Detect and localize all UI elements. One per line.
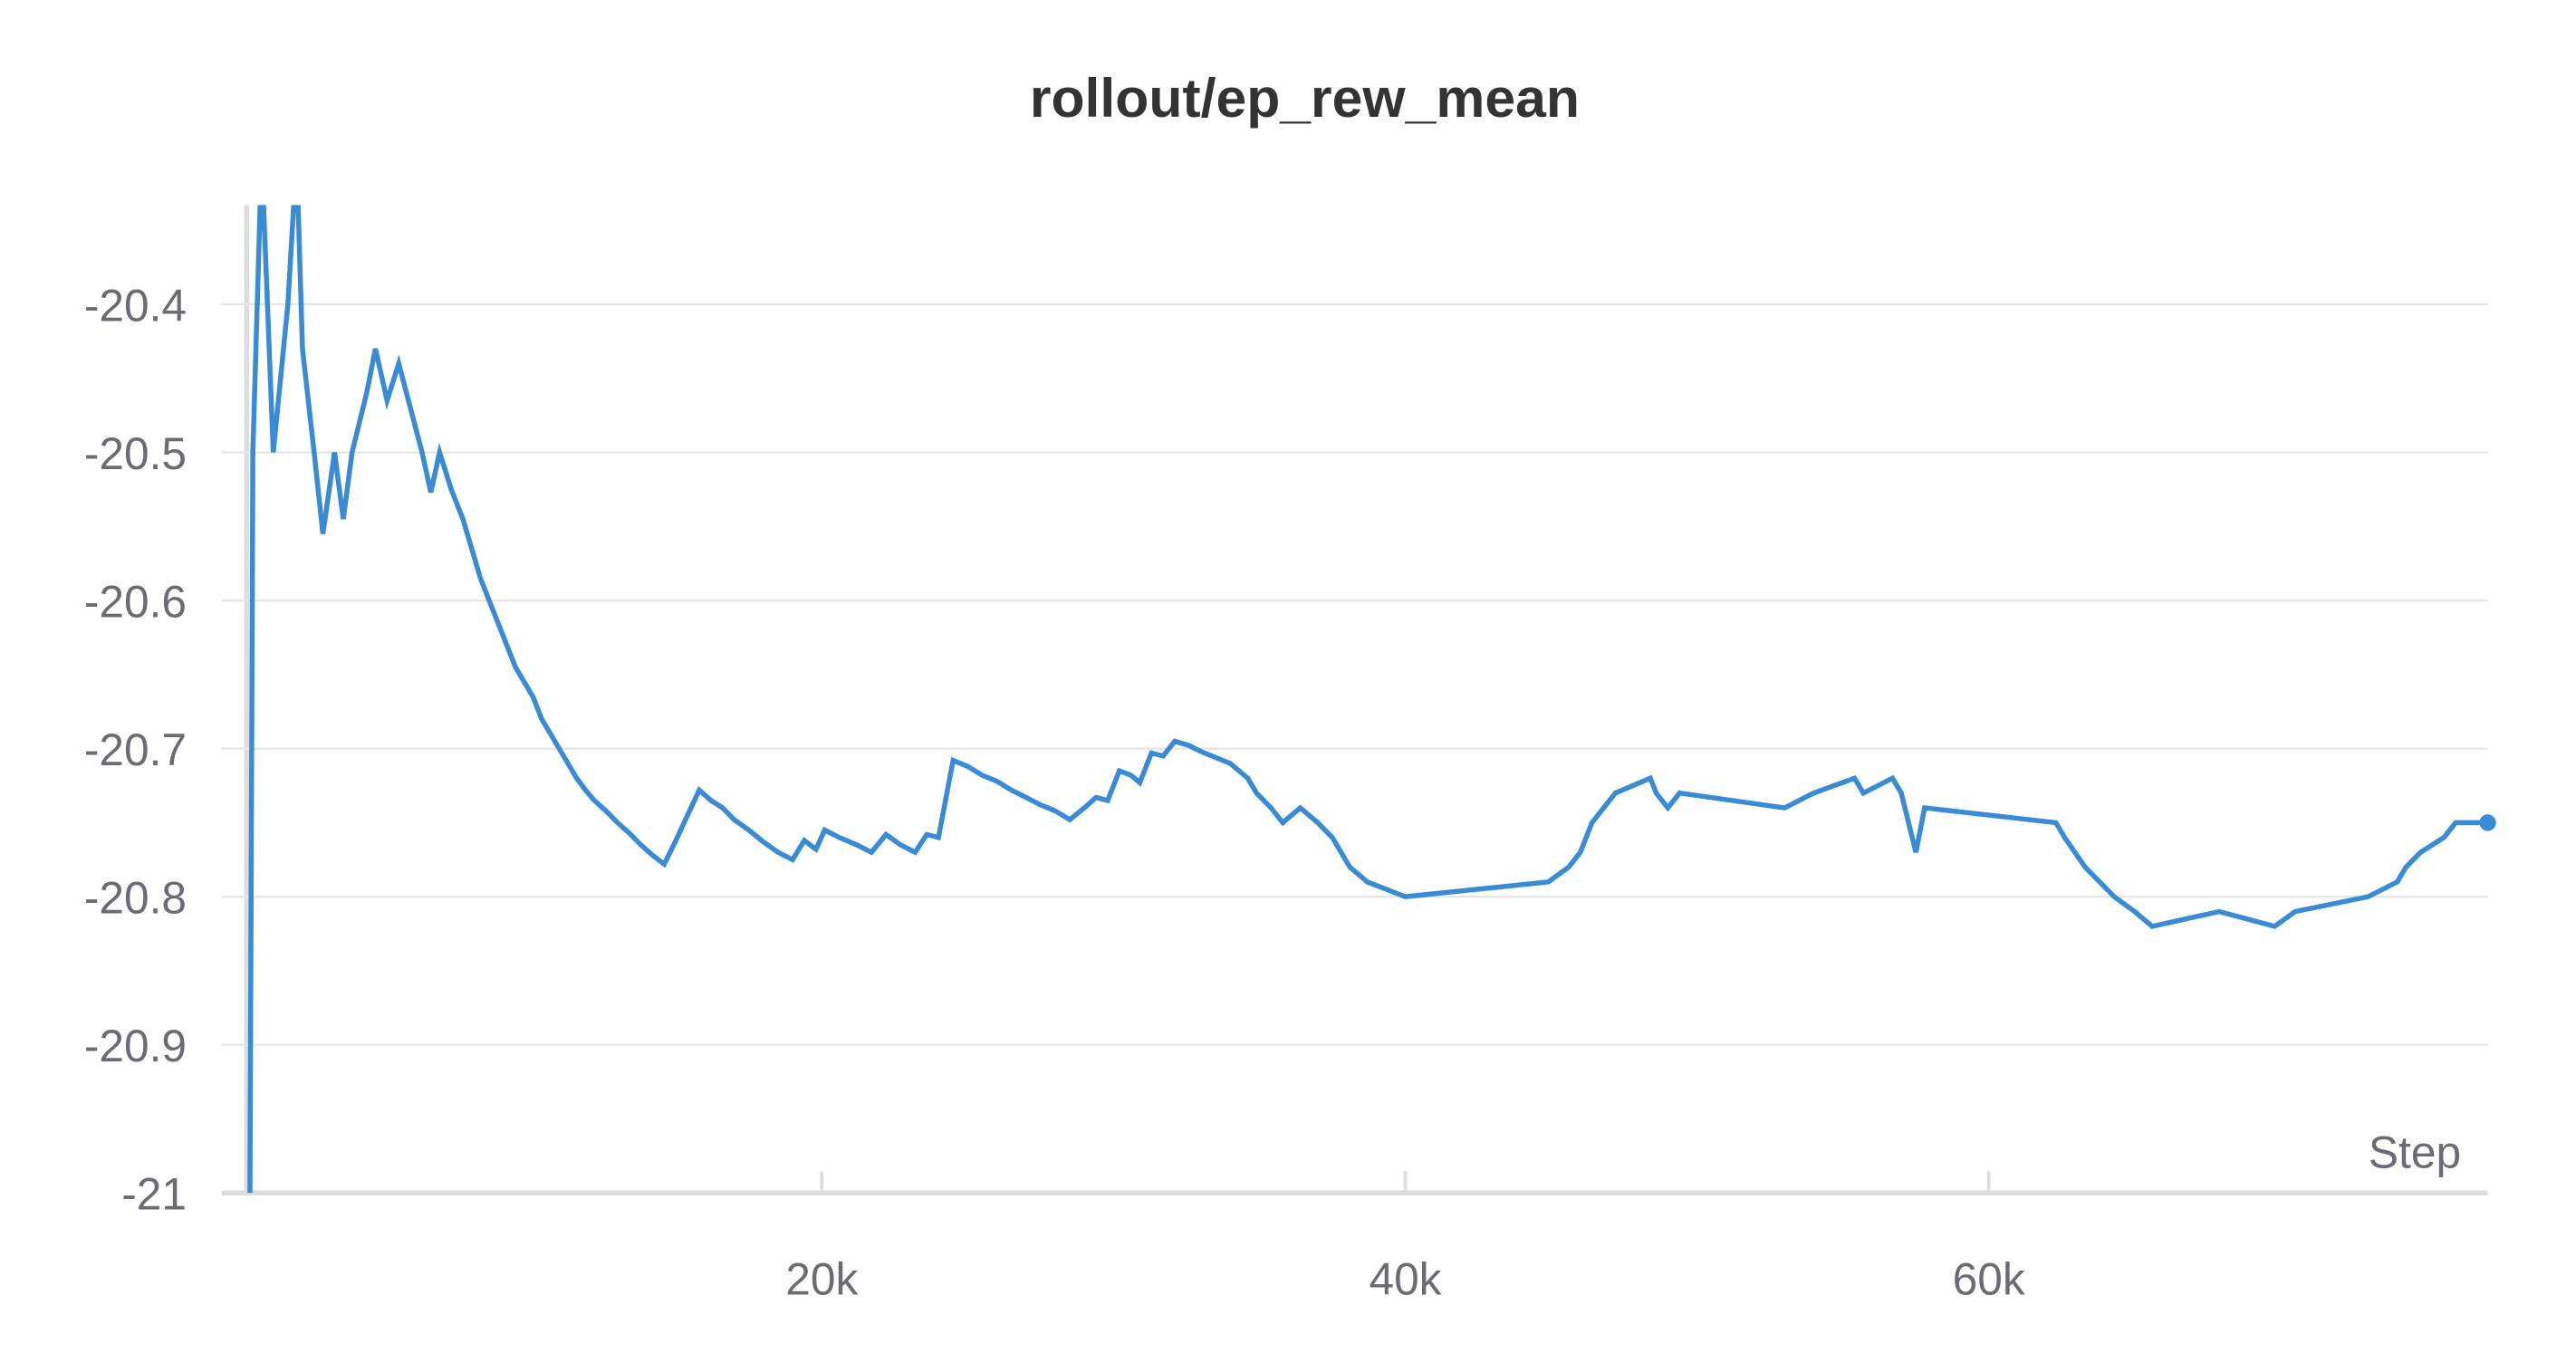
y-tick-label: -20.8 <box>84 873 187 924</box>
x-tick-label: 60k <box>1953 1253 2025 1304</box>
y-tick-label: -20.9 <box>84 1021 187 1071</box>
y-tick-label: -20.6 <box>84 576 187 627</box>
line-series <box>247 205 2488 1194</box>
end-point <box>2479 814 2496 831</box>
y-tick-label: -20.4 <box>84 280 187 331</box>
y-tick-label: -20.5 <box>84 428 187 479</box>
x-tick-label: 40k <box>1369 1253 1441 1304</box>
chart-title: rollout/ep_rew_mean <box>1030 67 1580 129</box>
x-tick-label: 20k <box>785 1253 858 1304</box>
y-tick-label: -21 <box>121 1169 187 1220</box>
y-tick-label: -20.7 <box>84 724 187 775</box>
x-axis-label: Step <box>2369 1128 2461 1178</box>
